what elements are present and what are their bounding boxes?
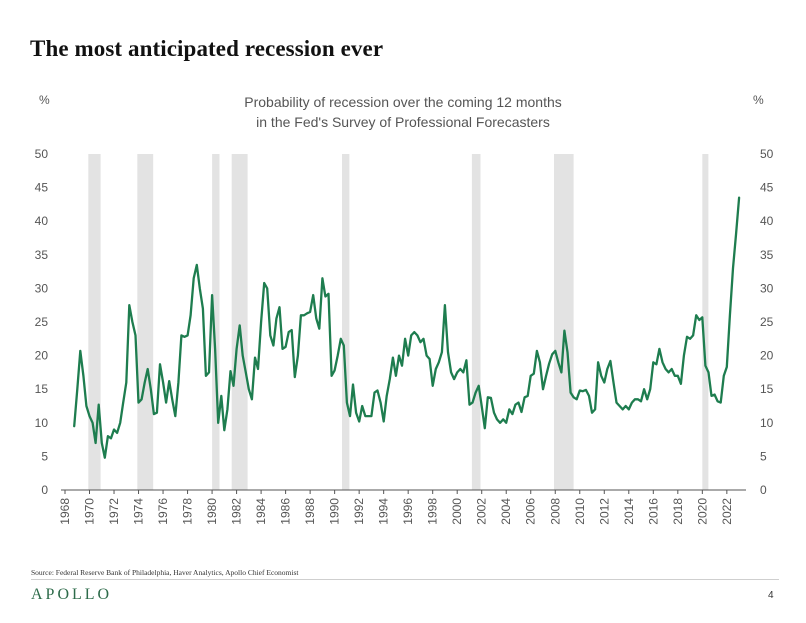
x-tick-label: 1980 xyxy=(205,498,219,525)
x-tick-label: 1970 xyxy=(83,498,97,525)
recession-band xyxy=(554,154,574,490)
x-tick-label: 1986 xyxy=(279,498,293,525)
recession-band xyxy=(137,154,154,490)
x-tick-label: 2016 xyxy=(646,498,660,525)
x-tick-label: 2000 xyxy=(450,498,464,525)
recession-band xyxy=(212,154,220,490)
brand-logo: APOLLO xyxy=(31,586,113,603)
y-tick-label-left: 40 xyxy=(35,214,49,228)
x-tick-label: 1982 xyxy=(230,498,244,525)
y-tick-label-left: 30 xyxy=(35,281,49,295)
x-tick-label: 2022 xyxy=(720,498,734,525)
x-tick-label: 1984 xyxy=(254,498,268,525)
x-tick-label: 1976 xyxy=(156,498,170,525)
footer-divider xyxy=(31,579,779,580)
recession-band xyxy=(231,154,248,490)
chart-title: Probability of recession over the coming… xyxy=(150,92,656,132)
chart-title-line-2: in the Fed's Survey of Professional Fore… xyxy=(256,114,550,130)
x-tick-label: 1994 xyxy=(377,498,391,525)
x-tick-label: 2008 xyxy=(548,498,562,525)
x-tick-label: 2004 xyxy=(499,498,513,525)
recession-band xyxy=(702,154,709,490)
y-tick-label-right: 50 xyxy=(760,147,774,161)
y-tick-label-right: 30 xyxy=(760,281,774,295)
y-tick-label-right: 45 xyxy=(760,181,774,195)
y-tick-label-left: 20 xyxy=(35,349,49,363)
x-tick-label: 1998 xyxy=(426,498,440,525)
y-tick-label-left: 35 xyxy=(35,248,49,262)
x-tick-label: 1992 xyxy=(352,498,366,525)
y-tick-label-left: 50 xyxy=(35,147,49,161)
x-tick-label: 2020 xyxy=(695,498,709,525)
x-tick-label: 1972 xyxy=(107,498,121,525)
x-tick-label: 1968 xyxy=(58,498,72,525)
y-tick-label-left: 5 xyxy=(41,449,48,463)
y-tick-label-left: 10 xyxy=(35,416,49,430)
y-tick-label-right: 10 xyxy=(760,416,774,430)
y-axis-unit-left: % xyxy=(39,93,50,107)
x-tick-label: 2006 xyxy=(524,498,538,525)
y-tick-label-left: 15 xyxy=(35,382,49,396)
y-tick-label-left: 0 xyxy=(41,483,48,497)
x-tick-label: 1978 xyxy=(181,498,195,525)
x-tick-label: 1974 xyxy=(132,498,146,525)
x-tick-label: 1996 xyxy=(401,498,415,525)
x-tick-label: 1990 xyxy=(328,498,342,525)
recession-bands xyxy=(88,154,709,490)
x-tick-label: 2018 xyxy=(671,498,685,525)
recession-band xyxy=(342,154,350,490)
y-tick-label-left: 45 xyxy=(35,181,49,195)
x-tick-label: 2002 xyxy=(475,498,489,525)
x-tick-label: 2010 xyxy=(573,498,587,525)
y-tick-label-left: 25 xyxy=(35,315,49,329)
y-tick-label-right: 5 xyxy=(760,449,767,463)
y-tick-label-right: 35 xyxy=(760,248,774,262)
source-note: Source: Federal Reserve Bank of Philadel… xyxy=(31,568,299,577)
recession-band xyxy=(471,154,481,490)
series-layer xyxy=(73,196,741,459)
page-number: 4 xyxy=(768,590,774,601)
y-axis-unit-right: % xyxy=(753,93,764,107)
x-tick-label: 2014 xyxy=(622,498,636,525)
series-line xyxy=(73,196,741,459)
page-title: The most anticipated recession ever xyxy=(30,36,384,61)
x-tick-label: 1988 xyxy=(303,498,317,525)
y-tick-label-right: 25 xyxy=(760,315,774,329)
chart-title-line-1: Probability of recession over the coming… xyxy=(244,94,562,110)
y-tick-label-right: 0 xyxy=(760,483,767,497)
y-tick-label-right: 15 xyxy=(760,382,774,396)
y-tick-label-right: 20 xyxy=(760,349,774,363)
y-tick-label-right: 40 xyxy=(760,214,774,228)
x-tick-label: 2012 xyxy=(597,498,611,525)
